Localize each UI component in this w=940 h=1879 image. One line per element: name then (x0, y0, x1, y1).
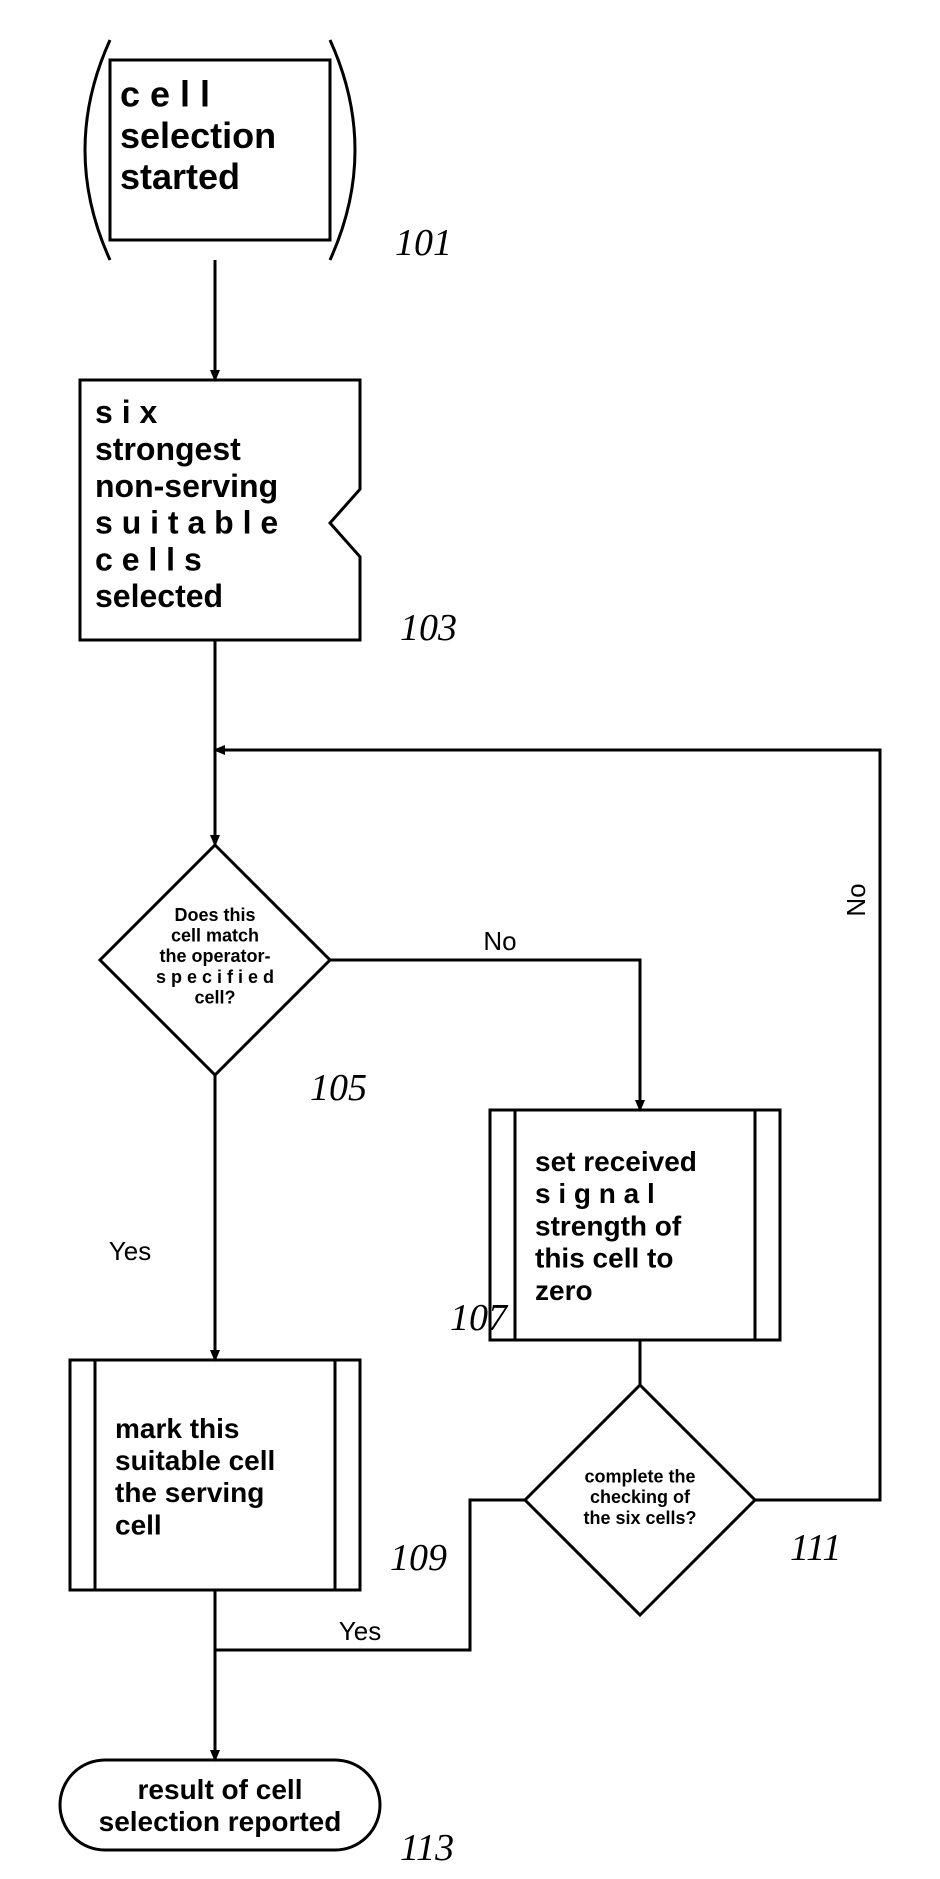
svg-text:strongest: strongest (95, 431, 241, 467)
svg-text:the six cells?: the six cells? (583, 1508, 696, 1528)
svg-text:Yes: Yes (109, 1236, 151, 1266)
svg-text:c e l l: c e l l (120, 73, 210, 114)
svg-text:s p e c i f i e d: s p e c i f i e d (156, 967, 274, 987)
svg-text:Does this: Does this (174, 905, 255, 925)
flowchart-canvas: c e l lselectionstarted 101 s i xstrongest… (0, 0, 940, 1879)
svg-text:111: 111 (790, 1527, 841, 1569)
svg-text:this cell to: this cell to (535, 1243, 673, 1274)
svg-text:result of cell: result of cell (138, 1774, 303, 1805)
svg-text:s u i t a b l e: s u i t a b l e (95, 505, 278, 541)
svg-text:109: 109 (390, 1537, 447, 1579)
svg-text:checking of: checking of (590, 1487, 691, 1507)
svg-text:mark this: mark this (115, 1413, 240, 1444)
svg-text:107: 107 (450, 1297, 509, 1339)
svg-text:set received: set received (535, 1146, 697, 1177)
svg-text:complete the: complete the (584, 1466, 695, 1486)
svg-text:Yes: Yes (339, 1616, 381, 1646)
svg-text:s i x: s i x (95, 394, 157, 430)
svg-text:selection reported: selection reported (99, 1806, 342, 1837)
svg-text:No: No (483, 926, 516, 956)
svg-text:the operator-: the operator- (159, 946, 270, 966)
svg-text:strength of: strength of (535, 1210, 682, 1241)
svg-text:cell match: cell match (171, 925, 259, 945)
svg-text:selected: selected (95, 578, 223, 614)
svg-text:103: 103 (400, 607, 457, 649)
svg-text:105: 105 (310, 1067, 367, 1109)
svg-text:s i g n a l: s i g n a l (535, 1178, 655, 1209)
svg-text:cell: cell (115, 1509, 162, 1540)
svg-text:c e l l s: c e l l s (95, 541, 202, 577)
svg-text:non-serving: non-serving (95, 468, 278, 504)
svg-text:113: 113 (400, 1827, 454, 1869)
svg-text:101: 101 (395, 222, 452, 264)
svg-text:No: No (841, 883, 871, 916)
svg-text:cell?: cell? (194, 988, 235, 1008)
svg-text:zero: zero (535, 1275, 593, 1306)
svg-text:suitable cell: suitable cell (115, 1445, 275, 1476)
svg-text:the serving: the serving (115, 1477, 264, 1508)
svg-text:started: started (120, 156, 240, 197)
svg-text:selection: selection (120, 115, 276, 156)
